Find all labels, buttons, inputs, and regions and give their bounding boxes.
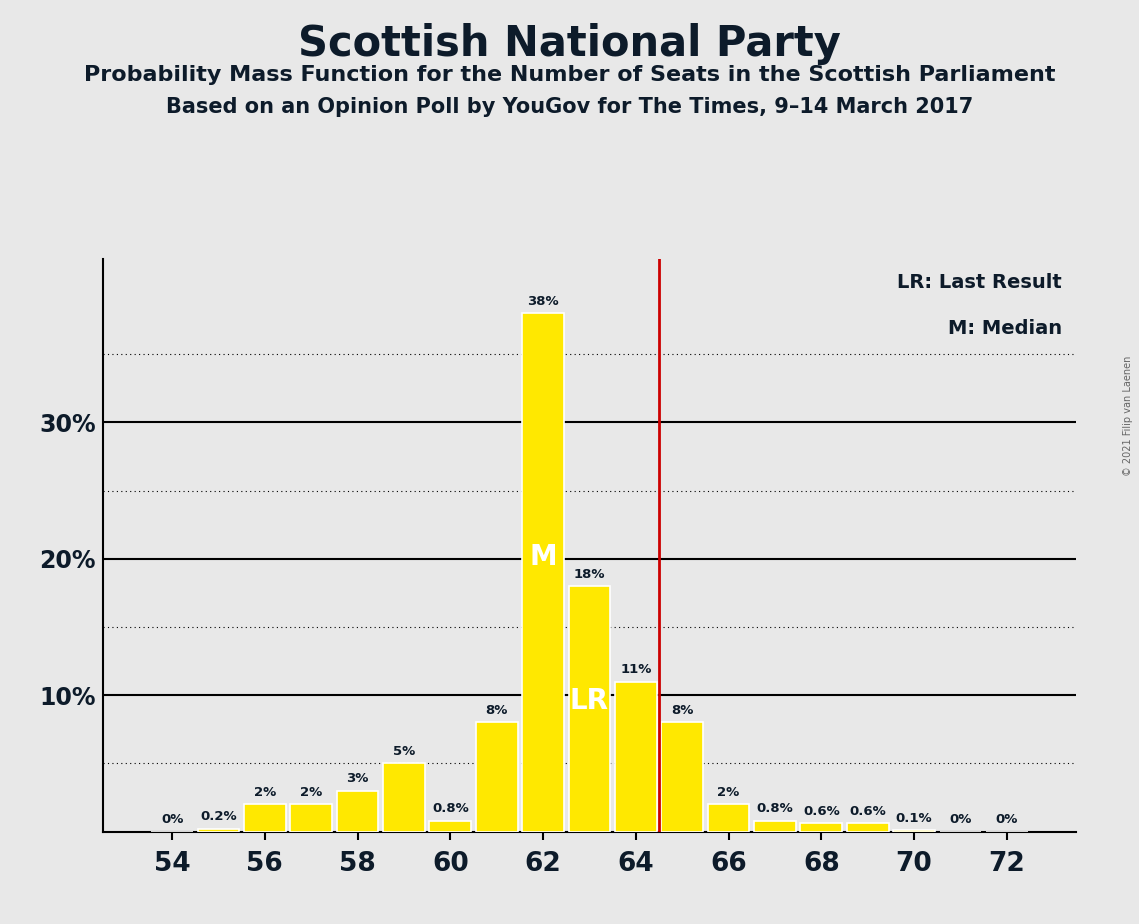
- Text: LR: LR: [570, 687, 609, 715]
- Text: 5%: 5%: [393, 745, 415, 758]
- Bar: [429, 821, 472, 832]
- Bar: [707, 804, 749, 832]
- Text: 0.8%: 0.8%: [432, 802, 468, 815]
- Text: 0.6%: 0.6%: [850, 805, 886, 818]
- Bar: [197, 829, 239, 832]
- Text: 0%: 0%: [995, 813, 1018, 826]
- Text: © 2021 Filip van Laenen: © 2021 Filip van Laenen: [1123, 356, 1133, 476]
- Text: 2%: 2%: [300, 786, 322, 799]
- Text: Based on an Opinion Poll by YouGov for The Times, 9–14 March 2017: Based on an Opinion Poll by YouGov for T…: [166, 97, 973, 117]
- Text: 2%: 2%: [718, 786, 739, 799]
- Text: 0%: 0%: [161, 813, 183, 826]
- Text: 0.6%: 0.6%: [803, 805, 839, 818]
- Text: 0.1%: 0.1%: [895, 812, 933, 825]
- Bar: [801, 823, 842, 832]
- Text: 38%: 38%: [527, 295, 559, 308]
- Bar: [244, 804, 286, 832]
- Text: 11%: 11%: [620, 663, 652, 676]
- Text: 18%: 18%: [574, 567, 605, 580]
- Text: 8%: 8%: [671, 704, 694, 717]
- Text: 0.8%: 0.8%: [756, 802, 793, 815]
- Text: M: M: [530, 543, 557, 571]
- Text: M: Median: M: Median: [948, 319, 1062, 338]
- Text: 2%: 2%: [254, 786, 276, 799]
- Text: 0.2%: 0.2%: [200, 810, 237, 823]
- Text: 8%: 8%: [485, 704, 508, 717]
- Bar: [383, 763, 425, 832]
- Bar: [754, 821, 796, 832]
- Text: Scottish National Party: Scottish National Party: [298, 23, 841, 65]
- Text: LR: Last Result: LR: Last Result: [898, 274, 1062, 292]
- Text: Probability Mass Function for the Number of Seats in the Scottish Parliament: Probability Mass Function for the Number…: [84, 65, 1055, 85]
- Bar: [522, 313, 564, 832]
- Bar: [893, 831, 935, 832]
- Bar: [568, 586, 611, 832]
- Bar: [662, 723, 703, 832]
- Bar: [846, 823, 888, 832]
- Bar: [476, 723, 517, 832]
- Text: 3%: 3%: [346, 772, 369, 785]
- Text: 0%: 0%: [949, 813, 972, 826]
- Bar: [290, 804, 333, 832]
- Bar: [615, 682, 657, 832]
- Bar: [337, 791, 378, 832]
